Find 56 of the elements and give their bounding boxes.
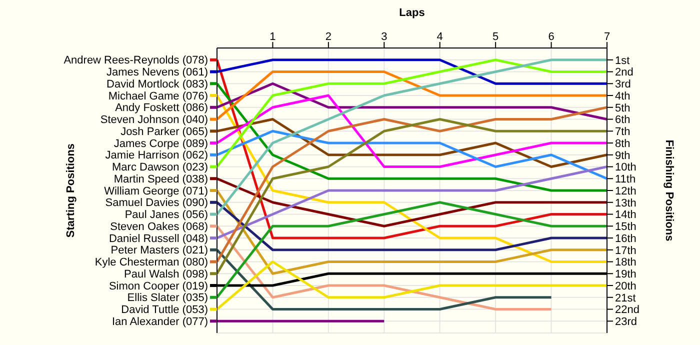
legend-label: Steven Johnson (040)	[100, 114, 208, 126]
y-tick-label: 13th	[615, 197, 636, 210]
y-tick-label: 19th	[615, 268, 636, 281]
x-tick-label: 6	[548, 31, 554, 43]
x-tick-label: 4	[436, 31, 443, 43]
y-tick-label: 7th	[615, 126, 630, 138]
y-tick-label: 3rd	[615, 78, 631, 91]
legend-label: Simon Cooper (019)	[108, 280, 208, 292]
x-tick-label: 3	[381, 31, 388, 43]
legend-label: Jamie Harrison (062)	[105, 150, 208, 162]
y-tick-label: 1st	[615, 54, 630, 67]
y-tick-label: 21st	[615, 292, 636, 304]
legend-label: Josh Parker (065)	[120, 126, 208, 138]
legend-label: Michael Game (076)	[108, 90, 208, 102]
legend-label: Marc Dawson (023)	[112, 162, 208, 174]
legend-label: Kyle Chesterman (080)	[94, 256, 208, 269]
y-tick-label: 18th	[615, 256, 636, 269]
y-tick-label: 17th	[615, 244, 636, 257]
y-tick-label: 4th	[615, 90, 630, 102]
x-axis-title: Laps	[399, 6, 425, 19]
y-tick-label: 6th	[615, 114, 630, 126]
legend-label: Andy Foskett (086)	[115, 102, 208, 114]
legend-label: Steven Oakes (068)	[110, 220, 208, 233]
y-tick-label: 22nd	[615, 304, 640, 316]
legend-label: Ellis Slater (035)	[127, 292, 208, 304]
legend-label: Paul Janes (056)	[124, 209, 208, 222]
y-tick-label: 10th	[615, 162, 636, 174]
y-tick-label: 14th	[615, 209, 636, 222]
y-tick-label: 16th	[615, 232, 636, 245]
y-tick-label: 15th	[615, 221, 636, 234]
legend-label: Paul Walsh (098)	[124, 268, 208, 280]
y-tick-label: 2nd	[615, 66, 634, 79]
legend-label: Ian Alexander (077)	[112, 316, 208, 328]
x-tick-label: 2	[325, 31, 332, 43]
y-axis-title: Finishing Positions	[663, 140, 676, 242]
legend-label: Martin Speed (038)	[114, 173, 208, 186]
y-tick-label: 12th	[615, 185, 636, 198]
legend-label: James Nevens (061)	[106, 66, 208, 79]
legend-label: James Corpe (089)	[114, 138, 208, 150]
y-tick-label: 8th	[615, 138, 630, 150]
y-tick-label: 23rd	[615, 316, 638, 328]
legend-label: Samuel Davies (090)	[105, 197, 208, 210]
legend-label: Daniel Russell (048)	[108, 232, 208, 245]
legend-title: Starting Positions	[64, 143, 77, 238]
legend-label: David Tuttle (053)	[121, 304, 208, 316]
x-tick-label: 5	[492, 31, 499, 43]
y-tick-label: 20th	[615, 280, 636, 292]
legend-label: Peter Masters (021)	[110, 244, 208, 257]
legend-label: David Mortlock (083)	[106, 78, 208, 90]
y-tick-label: 11th	[615, 174, 636, 186]
legend-label: Andrew Rees-Reynolds (078)	[64, 54, 208, 67]
x-tick-label: 1	[270, 31, 276, 43]
y-tick-label: 5th	[615, 102, 630, 114]
x-tick-label: 7	[604, 31, 610, 43]
legend-label: William George (071)	[104, 185, 208, 198]
y-tick-label: 9th	[615, 150, 630, 162]
